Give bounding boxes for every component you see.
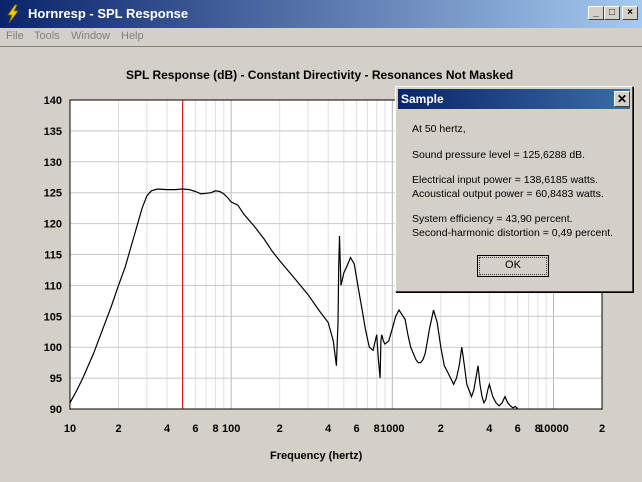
x-tick-label: 8: [535, 423, 541, 435]
dialog-output-power-line: Acoustical output power = 60,8483 watts.: [412, 188, 604, 200]
y-tick-label: 90: [50, 404, 62, 416]
y-tick-label: 100: [44, 342, 62, 354]
title-bar[interactable]: Hornresp - SPL Response _ □ ×: [0, 0, 642, 28]
sample-dialog: Sample ✕ At 50 hertz, Sound pressure lev…: [395, 86, 633, 292]
y-tick-label: 110: [44, 280, 62, 292]
y-tick-label: 120: [44, 219, 62, 231]
spl-curve: [69, 188, 519, 410]
ok-label: OK: [505, 259, 521, 271]
x-tick-label: 4: [325, 423, 332, 435]
x-tick-label: 100: [222, 423, 240, 435]
x-tick-label: 8: [212, 423, 218, 435]
maximize-button[interactable]: □: [604, 6, 620, 20]
y-tick-label: 115: [44, 250, 62, 262]
y-tick-label: 105: [44, 311, 62, 323]
x-axis-label: Frequency (hertz): [270, 450, 363, 462]
x-tick-label: 2: [277, 423, 283, 435]
dialog-input-power-line: Electrical input power = 138,6185 watts.: [412, 174, 598, 186]
dialog-spl-line: Sound pressure level = 125,6288 dB.: [412, 149, 586, 161]
x-tick-label: 4: [486, 423, 493, 435]
x-tick-label: 6: [515, 423, 521, 435]
lightning-icon: [4, 4, 22, 24]
x-tick-label: 2: [599, 423, 605, 435]
x-tick-label: 2: [115, 423, 121, 435]
x-tick-label: 4: [164, 423, 171, 435]
ok-button[interactable]: OK: [477, 255, 549, 277]
y-tick-label: 130: [44, 157, 62, 169]
dialog-frequency-line: At 50 hertz,: [412, 123, 466, 135]
y-tick-label: 140: [44, 95, 62, 107]
x-tick-label: 6: [354, 423, 360, 435]
window-title: Hornresp - SPL Response: [28, 6, 189, 21]
dialog-distortion-line: Second-harmonic distortion = 0,49 percen…: [412, 227, 614, 239]
dialog-efficiency-line: System efficiency = 43,90 percent.: [412, 213, 573, 225]
dialog-title: Sample: [401, 92, 444, 106]
minimize-button[interactable]: _: [588, 6, 604, 20]
x-tick-label: 1000: [380, 423, 404, 435]
x-tick-label: 10: [64, 423, 76, 435]
y-tick-label: 135: [44, 126, 62, 138]
y-tick-label: 125: [44, 188, 62, 200]
menu-tools[interactable]: Tools: [34, 30, 60, 42]
x-tick-label: 8: [374, 423, 380, 435]
close-icon[interactable]: ✕: [614, 91, 630, 107]
chart-title: SPL Response (dB) - Constant Directivity…: [126, 68, 514, 82]
dialog-title-bar[interactable]: Sample ✕: [398, 89, 630, 109]
close-button[interactable]: ×: [622, 6, 638, 20]
x-tick-label: 6: [192, 423, 198, 435]
x-tick-label: 10000: [538, 423, 569, 435]
y-tick-label: 95: [50, 373, 62, 385]
menu-file[interactable]: File: [6, 30, 24, 42]
menu-help[interactable]: Help: [121, 30, 144, 42]
x-tick-label: 2: [438, 423, 444, 435]
menu-window[interactable]: Window: [71, 30, 111, 42]
menu-bar: File Tools Window Help: [0, 28, 642, 46]
ok-focus-ring: [479, 257, 547, 275]
